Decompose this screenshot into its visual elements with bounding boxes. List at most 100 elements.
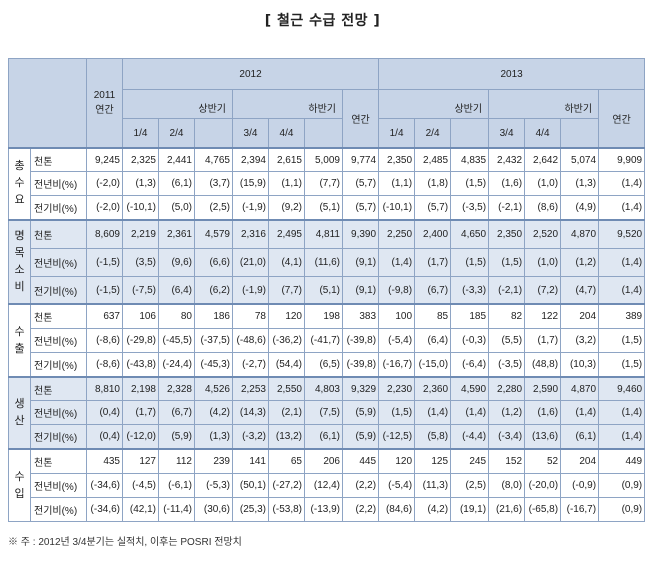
table-cell: (-3,4) [488, 424, 526, 450]
table-cell: (48,8) [524, 352, 562, 378]
row-unit-label: 전년비(%) [30, 328, 87, 354]
table-cell: (-12,5) [378, 424, 416, 450]
group-label: 총수요 [8, 146, 31, 221]
header-2012-q3: 3/4 [232, 118, 269, 149]
page-title: [ 철근 수급 전망 ] [264, 13, 381, 29]
table-cell: 8,609 [86, 219, 123, 249]
table-cell: (1,2) [560, 247, 600, 277]
table-cell: 127 [122, 448, 159, 474]
table-cell: 637 [86, 303, 123, 330]
table-cell: (1,8) [414, 171, 452, 197]
table-cell: 2,495 [268, 219, 305, 249]
table-cell: (1,6) [488, 171, 526, 197]
table-cell: (-0,9) [560, 472, 600, 498]
table-cell: (2,5) [450, 472, 490, 498]
table-cell: (6,1) [158, 171, 195, 197]
header-2012-q2: 2/4 [158, 118, 195, 149]
table-cell: (5,1) [304, 195, 343, 221]
group-label: 수입 [8, 448, 31, 523]
table-cell: (1,4) [598, 171, 645, 197]
table-cell: 2,485 [414, 146, 452, 173]
table-cell: (-20,0) [524, 472, 562, 498]
table-cell: 186 [194, 303, 233, 330]
table-cell: (-5,3) [194, 472, 233, 498]
header-year-2013: 2013 [378, 57, 645, 91]
table-cell: 4,870 [560, 219, 600, 249]
table-cell: (6,7) [158, 400, 195, 426]
table-cell: (-27,2) [268, 472, 305, 498]
table-row: 전기비(%) (-1,5) (-7,5) (6,4) (6,2) (-1,9) (7,7)(… [9, 275, 645, 305]
row-unit-label: 천톤 [30, 448, 87, 474]
table-cell: (13,6) [524, 424, 562, 450]
table-cell: 2,316 [232, 219, 269, 249]
table-cell: (-34,6) [86, 496, 123, 523]
table-cell: (7,2) [524, 275, 562, 305]
table-cell: (2,2) [341, 496, 380, 523]
table-cell: (25,3) [232, 496, 269, 523]
table-cell: 2,394 [232, 146, 269, 173]
table-cell: 52 [524, 448, 562, 474]
row-unit-label: 천톤 [30, 375, 87, 402]
header-2013-q4: 4/4 [524, 118, 562, 149]
table-cell: (9,1) [341, 275, 380, 305]
table-cell: 112 [158, 448, 195, 474]
table-row: 전년비(%) (-8,6) (-29,8) (-45,5) (-37,5) (-48,6)… [9, 328, 645, 354]
table-cell: (21,0) [232, 247, 269, 277]
table-cell: (42,1) [122, 496, 159, 523]
table-cell: 9,909 [598, 146, 645, 173]
table-row: 전년비(%) (0,4) (1,7) (6,7) (4,2) (14,3) (2,1) (7,… [9, 400, 645, 426]
table-cell: (1,4) [414, 400, 452, 426]
table-cell: 2,642 [524, 146, 562, 173]
table-cell: (1,5) [598, 352, 645, 378]
header-2011-annual: 2011 연간 [86, 57, 123, 149]
table-cell: (3,2) [560, 328, 600, 354]
row-unit-label: 전기비(%) [30, 352, 87, 378]
table-cell: 2,361 [158, 219, 195, 249]
table-cell: 78 [232, 303, 269, 330]
table-cell: 9,329 [341, 375, 380, 402]
table-cell: (8,6) [524, 195, 562, 221]
table-cell: 383 [341, 303, 380, 330]
table-cell: 2,350 [488, 219, 526, 249]
table-cell: 9,774 [341, 146, 380, 173]
table-cell: (5,9) [158, 424, 195, 450]
header-2012-h1: 상반기 [122, 89, 233, 120]
table-cell: (0,9) [598, 472, 645, 498]
table-cell: (9,2) [268, 195, 305, 221]
table-cell: (1,7) [524, 328, 562, 354]
table-cell: (-7,5) [122, 275, 159, 305]
table-cell: 122 [524, 303, 562, 330]
table-cell: (-29,8) [122, 328, 159, 354]
row-unit-label: 전년비(%) [30, 247, 87, 277]
table-cell: (7,7) [268, 275, 305, 305]
table-cell: (15,9) [232, 171, 269, 197]
table-cell: (1,1) [378, 171, 416, 197]
table-cell: (4,2) [414, 496, 452, 523]
table-cell: (9,1) [341, 247, 380, 277]
table-cell: 2,230 [378, 375, 416, 402]
row-unit-label: 천톤 [30, 303, 87, 330]
row-unit-label: 전기비(%) [30, 195, 87, 221]
group-label: 수출 [8, 303, 31, 378]
table-cell: 245 [450, 448, 490, 474]
table-cell: (6,2) [194, 275, 233, 305]
table-cell: 120 [268, 303, 305, 330]
header-2013-annual: 연간 [598, 89, 645, 149]
table-cell: (-2,0) [86, 171, 123, 197]
table-cell: (-3,5) [450, 195, 490, 221]
row-unit-label: 전년비(%) [30, 400, 87, 426]
header-2013-h1: 상반기 [378, 89, 490, 120]
table-row: 전기비(%) (-34,6) (42,1) (-11,4) (30,6) (25,3) (-… [9, 496, 645, 523]
table-cell: (50,1) [232, 472, 269, 498]
group-label-text: 수입 [14, 470, 25, 500]
table-cell: 185 [450, 303, 490, 330]
table-cell: (-37,5) [194, 328, 233, 354]
table-cell: 4,526 [194, 375, 233, 402]
table-cell: 2,219 [122, 219, 159, 249]
table-cell: 2,328 [158, 375, 195, 402]
table-cell: 85 [414, 303, 452, 330]
group-label-text: 총수요 [14, 160, 25, 207]
table-cell: (-39,8) [341, 352, 380, 378]
table-cell: (6,7) [414, 275, 452, 305]
table-cell: (1,4) [560, 400, 600, 426]
